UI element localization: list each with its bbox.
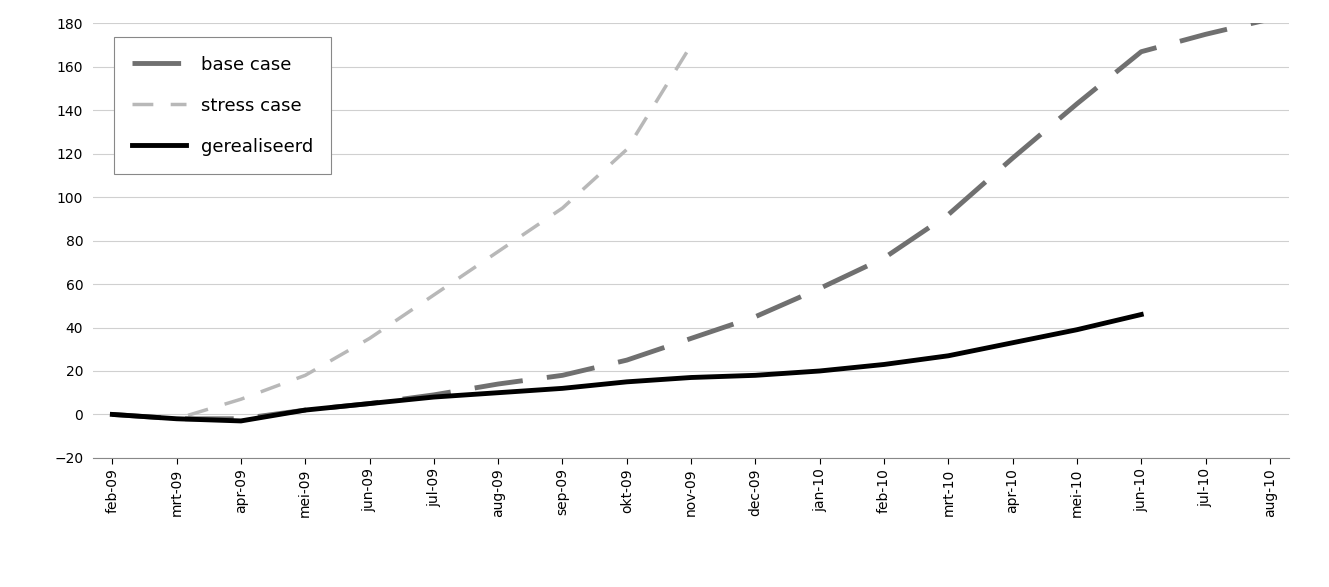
gerealiseerd — [105, 411, 121, 418]
gerealiseerd — [554, 385, 570, 392]
base case — [683, 335, 699, 342]
Legend: base case, stress case, gerealiseerd: base case, stress case, gerealiseerd — [114, 37, 331, 174]
base case — [169, 415, 185, 422]
gerealiseerd — [233, 417, 249, 424]
gerealiseerd — [876, 361, 892, 368]
gerealiseerd — [941, 352, 957, 359]
gerealiseerd — [361, 400, 377, 407]
base case — [105, 411, 121, 418]
gerealiseerd — [298, 407, 314, 414]
gerealiseerd — [1005, 339, 1021, 346]
stress case — [490, 248, 506, 255]
gerealiseerd — [490, 389, 506, 396]
base case — [490, 380, 506, 387]
stress case — [554, 205, 570, 212]
base case — [812, 285, 828, 292]
base case — [1197, 31, 1213, 38]
stress case — [683, 42, 699, 49]
gerealiseerd — [1134, 311, 1150, 318]
base case — [1134, 48, 1150, 55]
gerealiseerd — [683, 374, 699, 381]
base case — [425, 392, 441, 399]
stress case — [169, 415, 185, 422]
stress case — [298, 372, 314, 379]
stress case — [105, 411, 121, 418]
Line: gerealiseerd: gerealiseerd — [113, 315, 1142, 421]
gerealiseerd — [169, 415, 185, 422]
base case — [1069, 100, 1084, 107]
base case — [298, 407, 314, 414]
base case — [1261, 16, 1277, 23]
base case — [941, 211, 957, 218]
gerealiseerd — [1069, 326, 1084, 333]
base case — [361, 400, 377, 407]
gerealiseerd — [747, 372, 763, 379]
base case — [1005, 154, 1021, 161]
stress case — [425, 292, 441, 299]
Line: stress case: stress case — [113, 45, 691, 419]
Line: base case: base case — [113, 19, 1269, 419]
gerealiseerd — [425, 393, 441, 400]
gerealiseerd — [812, 367, 828, 375]
stress case — [619, 146, 635, 153]
base case — [233, 415, 249, 422]
stress case — [233, 396, 249, 403]
gerealiseerd — [619, 379, 635, 386]
base case — [876, 255, 892, 262]
base case — [554, 372, 570, 379]
base case — [747, 313, 763, 321]
base case — [619, 356, 635, 363]
stress case — [361, 335, 377, 342]
